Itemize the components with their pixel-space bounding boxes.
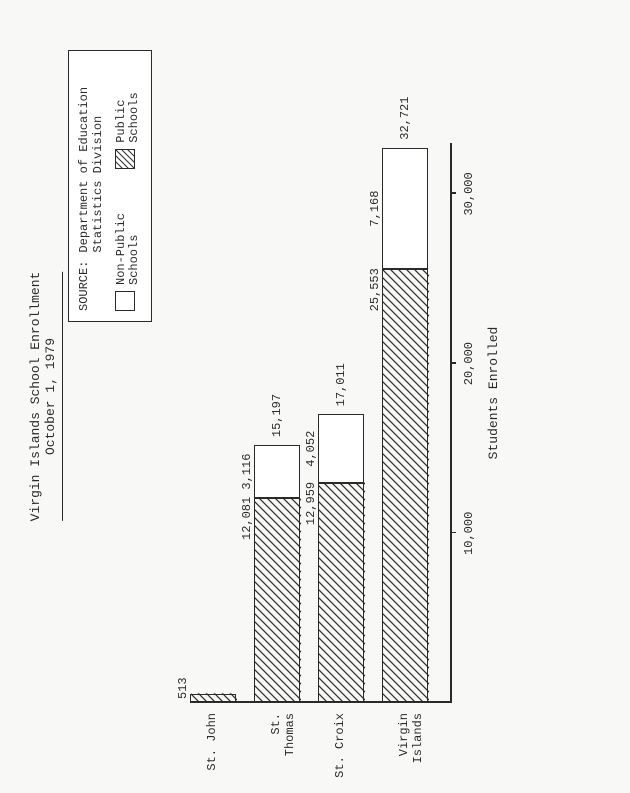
bar-public: [190, 694, 236, 703]
bar-label-public: 12,081: [240, 497, 254, 540]
x-tick-label: 20,000: [462, 342, 476, 385]
legend-source: SOURCE: Department of Education Statisti…: [77, 61, 105, 311]
y-label: St. Thomas: [269, 713, 297, 783]
bar-label-public: 12,959: [304, 482, 318, 525]
bar-public: [318, 483, 364, 703]
rotated-canvas: Virgin Islands School Enrollment October…: [0, 0, 630, 793]
legend-label-nonpublic: Non-Public Schools: [115, 179, 141, 285]
x-tick-label: 10,000: [462, 512, 476, 555]
legend-item-public: Public Schools: [115, 61, 141, 169]
title-underline: [60, 272, 63, 522]
title-line-1: Virgin Islands School Enrollment: [28, 272, 43, 522]
x-axis-title: Students Enrolled: [486, 327, 501, 460]
chart: St. John513St. Thomas12,0813,11615,197St…: [190, 83, 500, 703]
bar-nonpublic: [318, 414, 364, 483]
bar-label-total: 32,721: [398, 97, 412, 140]
page: Virgin Islands School Enrollment October…: [0, 0, 630, 793]
bar-nonpublic: [382, 148, 428, 270]
legend-swatch-public: [115, 149, 135, 169]
y-label: St. Croix: [333, 713, 347, 783]
legend-row: Non-Public Schools: [115, 61, 141, 311]
content: Virgin Islands School Enrollment October…: [0, 0, 630, 793]
y-label: St. John: [205, 713, 219, 783]
x-axis: [450, 143, 452, 703]
legend: SOURCE: Department of Education Statisti…: [68, 50, 152, 322]
x-tick: [450, 532, 456, 534]
chart-title: Virgin Islands School Enrollment October…: [28, 272, 63, 522]
bar-label-nonpublic: 4,052: [304, 431, 318, 467]
legend-item-nonpublic: Non-Public Schools: [115, 179, 141, 311]
bar-label-nonpublic: 7,168: [368, 191, 382, 227]
y-label: Virgin Islands: [397, 713, 425, 783]
x-tick-label: 30,000: [462, 172, 476, 215]
legend-source-text: Department of Education Statistics Divis…: [77, 61, 105, 253]
bar-label-public: 513: [176, 677, 190, 699]
bar-label-total: 15,197: [270, 394, 284, 437]
x-tick: [450, 192, 456, 194]
bar-public: [254, 498, 300, 703]
legend-label-public: Public Schools: [115, 61, 141, 143]
title-line-2: October 1, 1979: [43, 272, 58, 522]
hatch-icon: [116, 150, 134, 168]
bar-label-nonpublic: 3,116: [240, 454, 254, 490]
legend-source-label: SOURCE:: [77, 261, 105, 311]
legend-swatch-nonpublic: [115, 291, 135, 311]
bar-label-public: 25,553: [368, 268, 382, 311]
bar-public: [382, 269, 428, 703]
bar-nonpublic: [254, 445, 300, 498]
bar-label-total: 17,011: [334, 363, 348, 406]
x-tick: [450, 362, 456, 364]
